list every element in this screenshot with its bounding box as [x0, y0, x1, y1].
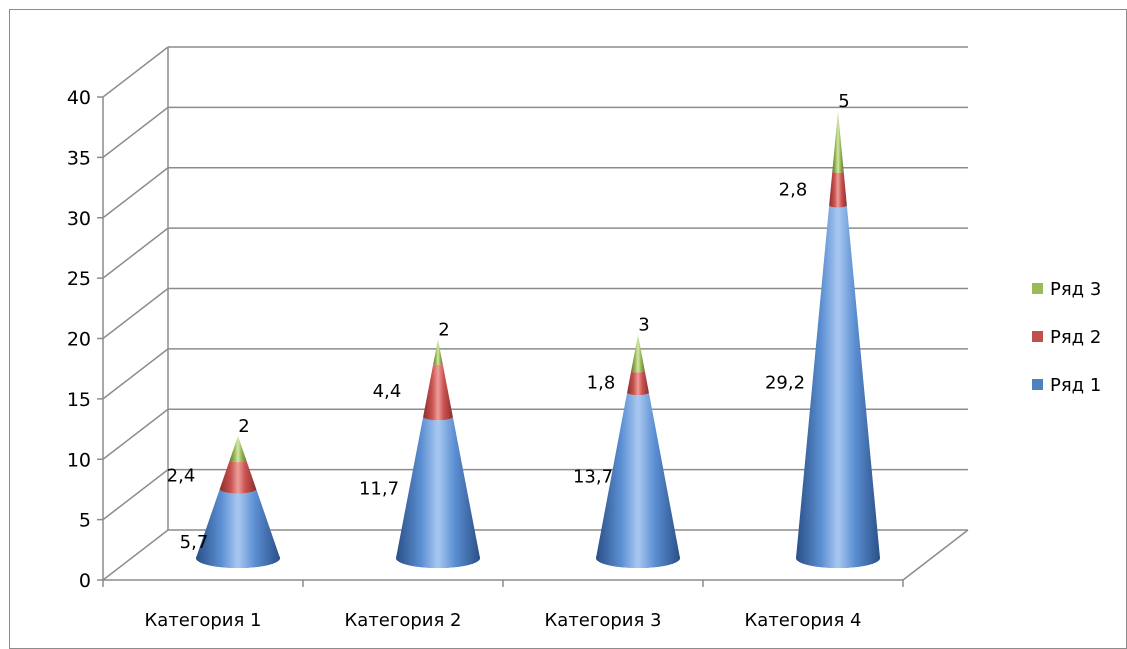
cone-3-segment-1	[596, 392, 680, 568]
gridline-side-2	[102, 408, 169, 460]
gridline-side-8	[102, 46, 169, 98]
data-label-c4-s3: 5	[838, 91, 849, 112]
gridline-side-5	[102, 227, 169, 279]
data-label-c1-s2: 2,4	[167, 466, 196, 487]
floor-right-edge	[902, 529, 969, 581]
y-tick-label-6: 30	[67, 208, 91, 230]
x-category-label-3: Категория 3	[545, 610, 662, 631]
gridline-side-3	[102, 348, 169, 400]
gridline-side-1	[102, 469, 169, 521]
data-label-c4-s2: 2,8	[779, 180, 808, 201]
cone-3	[596, 334, 680, 568]
y-tick-label-7: 35	[67, 147, 91, 169]
data-label-c3-s1: 13,7	[573, 466, 613, 487]
legend-swatch-2	[1032, 331, 1043, 342]
y-tick-label-2: 10	[67, 449, 91, 471]
data-labels: 5,7 2,4 2 11,7 4,4 2 13,7 1,8 3 29,2 2,8 5	[167, 91, 850, 553]
x-category-label-1: Категория 1	[145, 610, 262, 631]
cone-1	[196, 436, 280, 568]
cone-4-segment-2	[829, 171, 847, 208]
x-axis-labels: Категория 1 Категория 2 Категория 3 Категор…	[145, 610, 862, 631]
legend-swatch-3	[1032, 379, 1043, 390]
y-tick-label-8: 40	[67, 87, 91, 109]
y-tick-label-1: 5	[79, 510, 91, 532]
data-label-c3-s2: 1,8	[587, 373, 616, 394]
data-label-c1-s3: 2	[238, 416, 249, 437]
legend-label-2: Ряд 2	[1050, 327, 1101, 348]
y-tick-label-5: 25	[67, 268, 91, 290]
cone-3-segment-2	[627, 370, 649, 396]
cone-1-segment-3	[229, 436, 247, 463]
cone-2-segment-1	[396, 416, 480, 568]
legend-label-1: Ряд 3	[1050, 279, 1101, 300]
data-label-c3-s3: 3	[638, 315, 649, 336]
cone-3-segment-3	[631, 334, 645, 373]
y-axis-ticks: 0 5 10 15 20 25 30 35 40	[67, 87, 103, 592]
gridline-side-7	[102, 106, 169, 158]
cone-2	[396, 339, 480, 568]
y-tick-label-4: 20	[67, 329, 91, 351]
x-category-label-2: Категория 2	[345, 610, 462, 631]
cone-2-segment-2	[423, 363, 453, 421]
data-label-c4-s1: 29,2	[765, 373, 805, 394]
cones	[196, 111, 880, 568]
gridline-side-4	[102, 287, 169, 340]
data-label-c1-s1: 5,7	[180, 532, 209, 553]
y-tick-label-0: 0	[79, 570, 91, 592]
x-category-label-4: Категория 4	[745, 610, 862, 631]
cone-1-segment-2	[219, 460, 257, 494]
y-tick-label-3: 15	[67, 389, 91, 411]
data-label-c2-s2: 4,4	[373, 381, 402, 402]
legend: Ряд 3 Ряд 2 Ряд 1	[1032, 279, 1101, 396]
cone-4-segment-3	[832, 111, 844, 173]
data-label-c2-s1: 11,7	[359, 478, 399, 499]
cone-1-segment-1	[196, 489, 280, 568]
cone-4-segment-1	[796, 205, 880, 568]
legend-label-3: Ряд 1	[1050, 375, 1101, 396]
gridline-side-0	[102, 529, 169, 581]
cone-4	[796, 111, 880, 568]
chart-frame	[9, 9, 1127, 649]
cone-2-segment-3	[433, 339, 443, 365]
gridline-side-6	[102, 167, 169, 219]
data-label-c2-s3: 2	[438, 319, 449, 340]
legend-swatch-1	[1032, 283, 1043, 294]
